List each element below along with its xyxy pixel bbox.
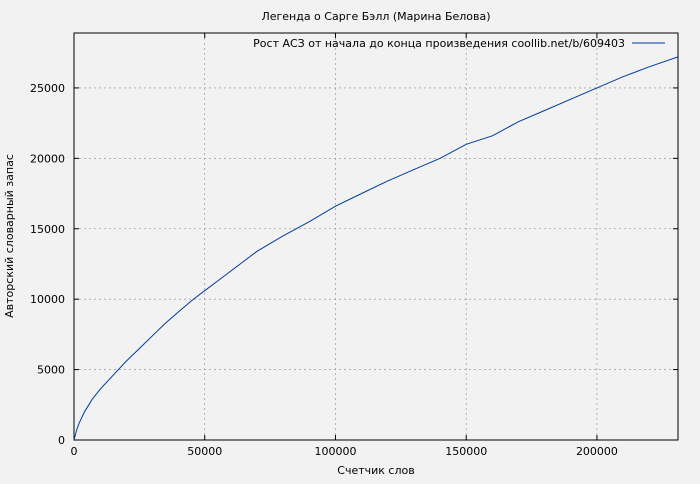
y-tick-label: 10000 [30, 293, 65, 306]
series-line [73, 56, 679, 441]
x-tick-label: 0 [71, 445, 78, 458]
legend-label: Рост АСЗ от начала до конца произведения… [253, 37, 625, 50]
y-tick-label: 15000 [30, 223, 65, 236]
grid [74, 33, 678, 440]
x-tick-label: 50000 [187, 445, 222, 458]
x-tick-label: 200000 [576, 445, 618, 458]
axis-ticks: 0 50000 100000 150000 200000 0 5000 10000 15000 2… [30, 33, 678, 458]
x-tick-label: 150000 [445, 445, 487, 458]
x-axis-label: Счетчик слов [337, 464, 414, 477]
y-tick-label: 20000 [30, 152, 65, 165]
y-tick-label: 25000 [30, 82, 65, 95]
series-layer [73, 56, 679, 441]
x-tick-label: 100000 [314, 445, 356, 458]
y-axis-label: Авторский словарный запас [3, 154, 16, 318]
y-tick-label: 0 [58, 434, 65, 447]
chart-title: Легенда о Сарге Бэлл (Марина Белова) [261, 10, 490, 23]
legend: Рост АСЗ от начала до конца произведения… [253, 37, 665, 50]
plot-frame [73, 32, 679, 441]
y-tick-label: 5000 [37, 364, 65, 377]
